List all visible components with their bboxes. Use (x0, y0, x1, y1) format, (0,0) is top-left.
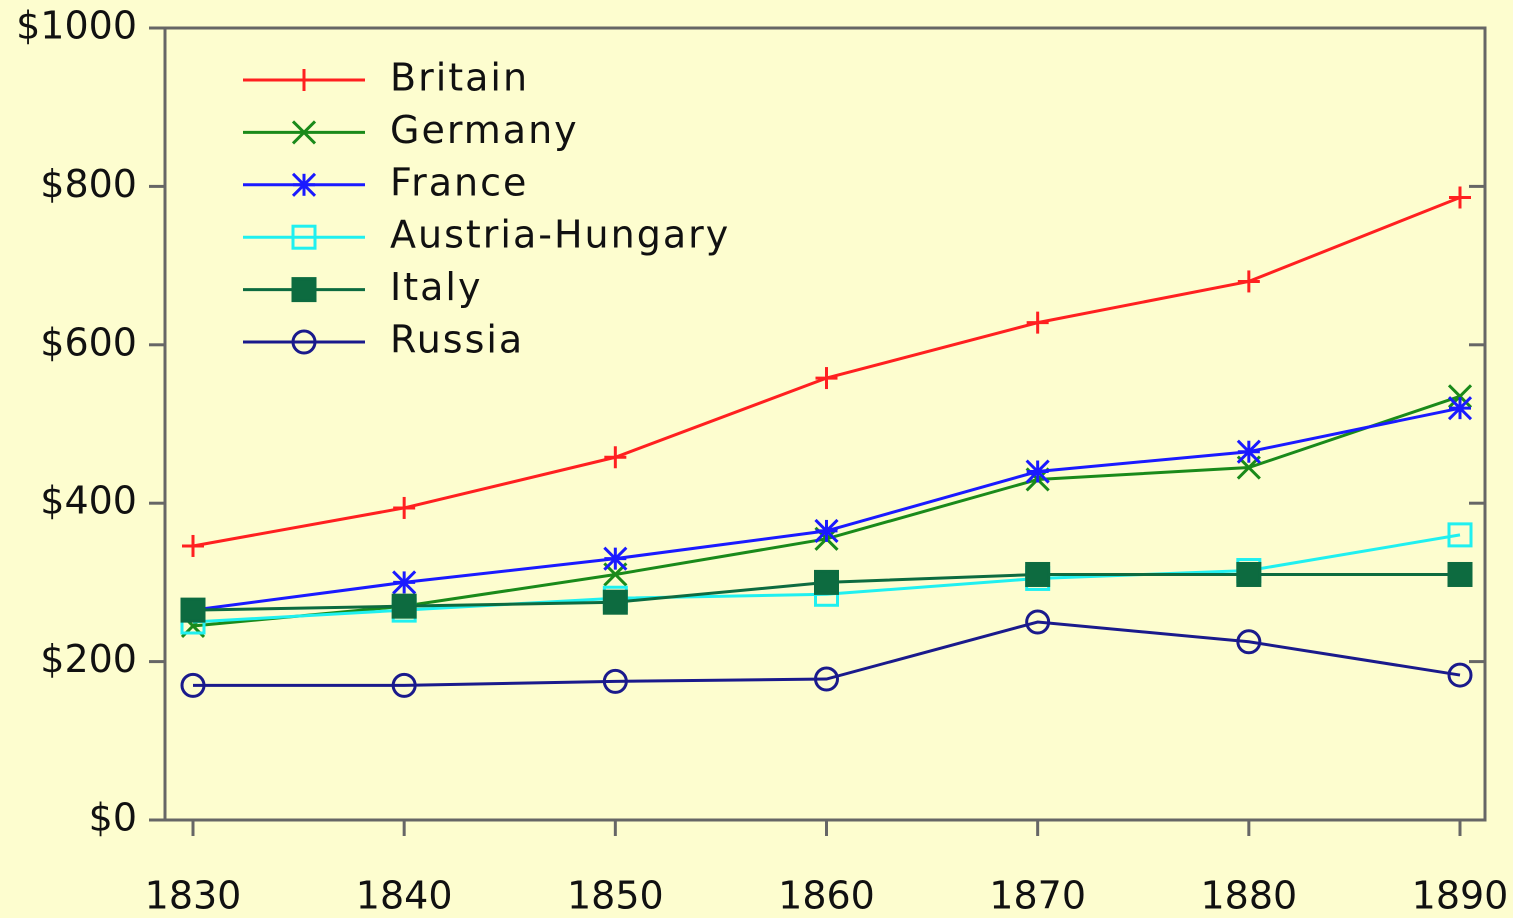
legend-marker (291, 172, 317, 197)
data-point (814, 666, 839, 692)
legend-marker (293, 69, 315, 91)
marker-shape (180, 597, 206, 623)
data-point (1026, 311, 1049, 334)
data-point (1236, 561, 1262, 587)
data-point (1025, 609, 1051, 635)
marker-shape (291, 329, 317, 355)
data-point (392, 570, 417, 595)
marker-stroke (1236, 439, 1261, 464)
marker-stroke (392, 570, 417, 595)
data-point (391, 672, 417, 698)
legend-label: Russia (390, 318, 524, 362)
x-tick-label: 1860 (778, 874, 875, 918)
marker-stroke (603, 546, 628, 571)
legend-marker (291, 277, 317, 303)
marker-stroke (1447, 384, 1473, 409)
y-tick-label: $400 (40, 479, 137, 523)
marker-shape (1236, 561, 1262, 587)
data-point (1025, 459, 1050, 484)
series-line (193, 620, 1461, 687)
marker-shape (814, 666, 839, 692)
data-point (1236, 439, 1261, 464)
marker-shape (1447, 522, 1473, 548)
data-point (1025, 561, 1051, 587)
data-point (1447, 522, 1473, 548)
data-point (1447, 384, 1473, 409)
legend-label: France (390, 160, 528, 204)
data-point (1447, 396, 1473, 421)
data-point (391, 593, 417, 619)
x-tick-label: 1830 (145, 874, 242, 918)
data-point (180, 672, 206, 698)
y-tick-label: $800 (40, 162, 137, 206)
marker-stroke (291, 120, 317, 145)
data-point (1449, 186, 1471, 209)
data-point (814, 569, 839, 595)
legend-label: Germany (390, 108, 579, 152)
data-point (814, 518, 839, 543)
marker-stroke (1447, 396, 1473, 421)
y-tick-label: $0 (89, 796, 137, 840)
x-tick-label: 1890 (1412, 874, 1509, 918)
data-point (604, 446, 627, 469)
data-point (603, 546, 628, 571)
legend-marker (291, 120, 317, 145)
marker-shape (291, 224, 317, 250)
marker-shape (391, 672, 417, 698)
data-point (182, 534, 204, 557)
legend-marker (291, 224, 317, 250)
x-tick-label: 1850 (567, 874, 664, 918)
legend-label: Britain (390, 56, 529, 100)
y-tick-label: $600 (40, 320, 137, 364)
data-point (815, 367, 838, 390)
data-point (1447, 662, 1473, 688)
marker-shape (180, 672, 206, 698)
plot-frame (163, 26, 1487, 822)
marker-shape (391, 593, 417, 619)
y-tick-label: $1000 (16, 4, 137, 48)
legend-marker (291, 329, 317, 355)
marker-shape (602, 668, 628, 694)
legend-label: Italy (390, 265, 482, 309)
y-tick-label: $200 (40, 637, 137, 681)
x-tick-label: 1840 (356, 874, 453, 918)
marker-shape (1447, 662, 1473, 688)
marker-stroke (814, 518, 839, 543)
data-point (180, 597, 206, 623)
data-point (602, 668, 628, 694)
marker-shape (1447, 561, 1473, 587)
data-point (1236, 629, 1262, 655)
marker-shape (1236, 629, 1262, 655)
marker-shape (602, 589, 628, 615)
data-point (393, 496, 416, 519)
x-tick-label: 1880 (1200, 874, 1297, 918)
marker-shape (1025, 609, 1051, 635)
data-point (1237, 270, 1260, 293)
marker-stroke (1025, 459, 1050, 484)
marker-shape (814, 569, 839, 595)
marker-shape (1025, 561, 1051, 587)
legend-label: Austria-Hungary (390, 213, 730, 257)
data-point (602, 589, 628, 615)
data-point (1447, 561, 1473, 587)
marker-stroke (291, 172, 317, 197)
x-tick-label: 1870 (989, 874, 1086, 918)
marker-shape (291, 277, 317, 303)
